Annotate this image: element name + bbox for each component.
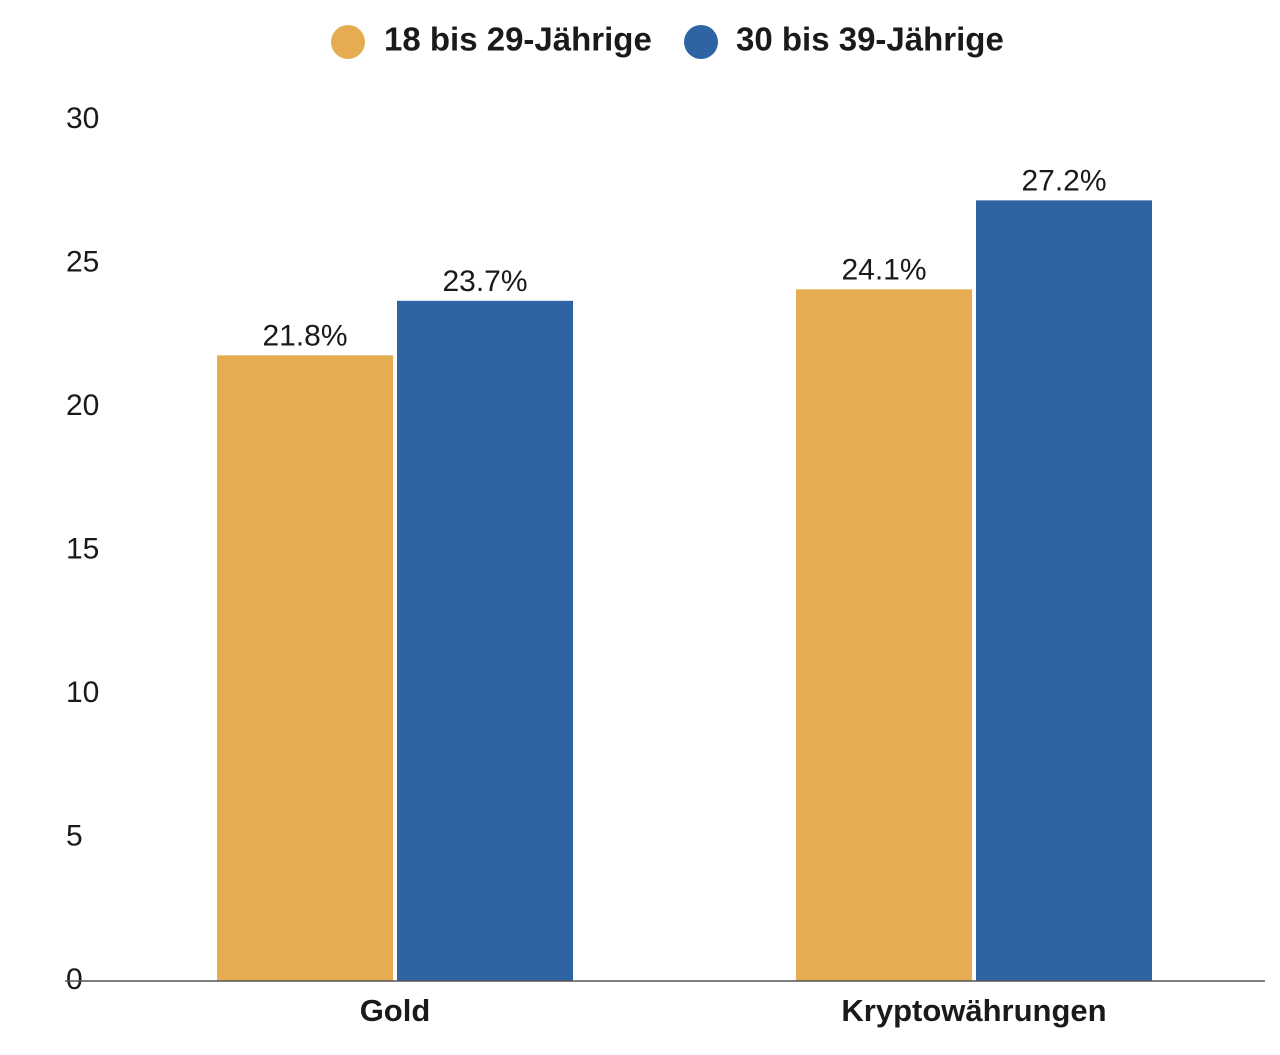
bar-value-label: 23.7% [442,265,527,298]
value-labels: 21.8% 23.7% 24.1% 27.2% [262,164,1106,352]
x-axis-categories: Gold Kryptowährungen [360,993,1107,1028]
bar-value-label: 24.1% [841,253,926,286]
y-tick-label: 10 [66,676,99,709]
y-axis-ticks: 0 5 10 15 20 25 30 [66,102,99,996]
x-category-label: Kryptowährungen [841,993,1106,1028]
bar-value-label: 21.8% [262,319,347,352]
y-tick-label: 30 [66,102,99,135]
legend-label: 30 bis 39-Jährige [736,21,1004,58]
bars [217,200,1152,982]
bar [397,300,573,981]
bar [796,289,972,982]
bar [217,355,393,982]
legend-marker [684,25,718,59]
legend-marker [331,25,365,59]
y-tick-label: 15 [66,532,99,565]
bar-value-label: 27.2% [1021,164,1106,197]
bar [976,200,1152,982]
x-category-label: Gold [360,993,431,1028]
y-tick-label: 25 [66,245,99,278]
y-tick-label: 5 [66,819,83,852]
legend-label: 18 bis 29-Jährige [384,21,652,58]
y-tick-label: 20 [66,389,99,422]
legend: 18 bis 29-Jährige 30 bis 39-Jährige [331,21,1004,59]
y-tick-label: 0 [66,963,83,996]
